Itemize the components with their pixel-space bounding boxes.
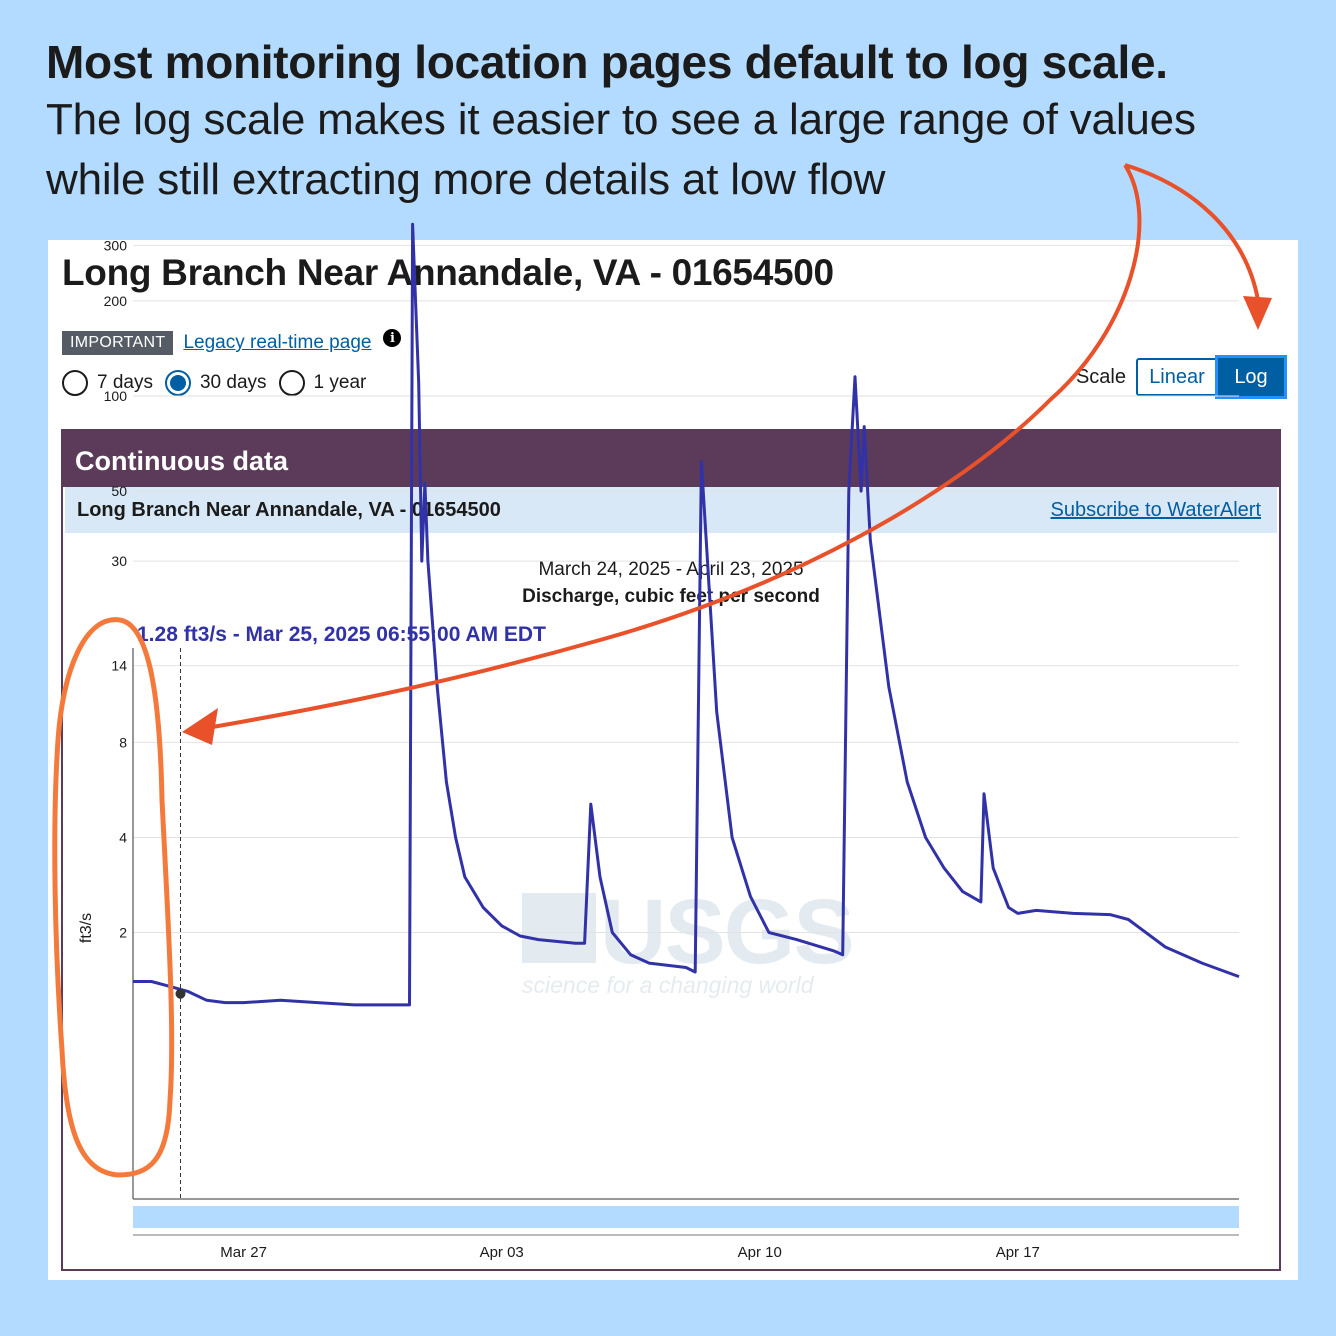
usgs-watermark-tagline: science for a changing world (522, 972, 815, 998)
scale-log-button[interactable]: Log (1215, 355, 1287, 399)
period-7-days-option[interactable]: 7 days (62, 370, 153, 396)
y-tick-label: 2 (119, 925, 127, 941)
chart-tooltip: 1.28 ft3/s - Mar 25, 2025 06:55:00 AM ED… (137, 623, 546, 646)
y-tick-label: 30 (111, 553, 127, 569)
y-axis-ticks: 2 4 8 14 30 50 100 200 300 (104, 237, 128, 940)
y-tick-label: 14 (111, 658, 127, 674)
usgs-watermark-logo: USGS (600, 881, 853, 983)
y-axis-label: ft3/s (78, 913, 95, 943)
y-tick-label: 100 (104, 388, 128, 404)
scale-segmented-control: Linear Log (1136, 355, 1287, 399)
chart-subtitle: Discharge, cubic feet per second (522, 586, 820, 607)
chart-date-range: March 24, 2025 - April 23, 2025 (538, 559, 803, 580)
x-axis-ticks: Mar 27 Apr 03 Apr 10 Apr 17 (220, 1244, 1040, 1261)
x-tick-label: Apr 17 (996, 1244, 1040, 1261)
radio-30-days[interactable] (164, 370, 191, 396)
scale-linear-button[interactable]: Linear (1136, 358, 1218, 396)
y-tick-label: 300 (104, 237, 128, 253)
headline-body-line1: The log scale makes it easier to see a l… (46, 95, 1196, 144)
scale-toggle: Scale Linear Log (1076, 355, 1287, 399)
x-tick-label: Mar 27 (220, 1244, 267, 1261)
discharge-series-line (133, 222, 1240, 1007)
important-badge: IMPORTANT (62, 331, 174, 355)
y-tick-label: 200 (104, 293, 128, 309)
usgs-wave-logo (522, 893, 596, 963)
y-tick-label: 50 (111, 483, 127, 499)
radio-label-7-days: 7 days (97, 372, 153, 393)
radio-7-days[interactable] (62, 370, 88, 396)
headline-bold: Most monitoring location pages default t… (46, 36, 1168, 88)
x-tick-label: Apr 10 (738, 1244, 782, 1261)
y-tick-label: 8 (119, 734, 127, 750)
time-range-brush[interactable] (133, 1206, 1239, 1228)
y-tick-label: 4 (119, 829, 127, 845)
x-tick-label: Apr 03 (480, 1244, 524, 1261)
hover-point-marker (175, 988, 186, 999)
usgs-watermark: USGS science for a changing world (522, 881, 855, 998)
